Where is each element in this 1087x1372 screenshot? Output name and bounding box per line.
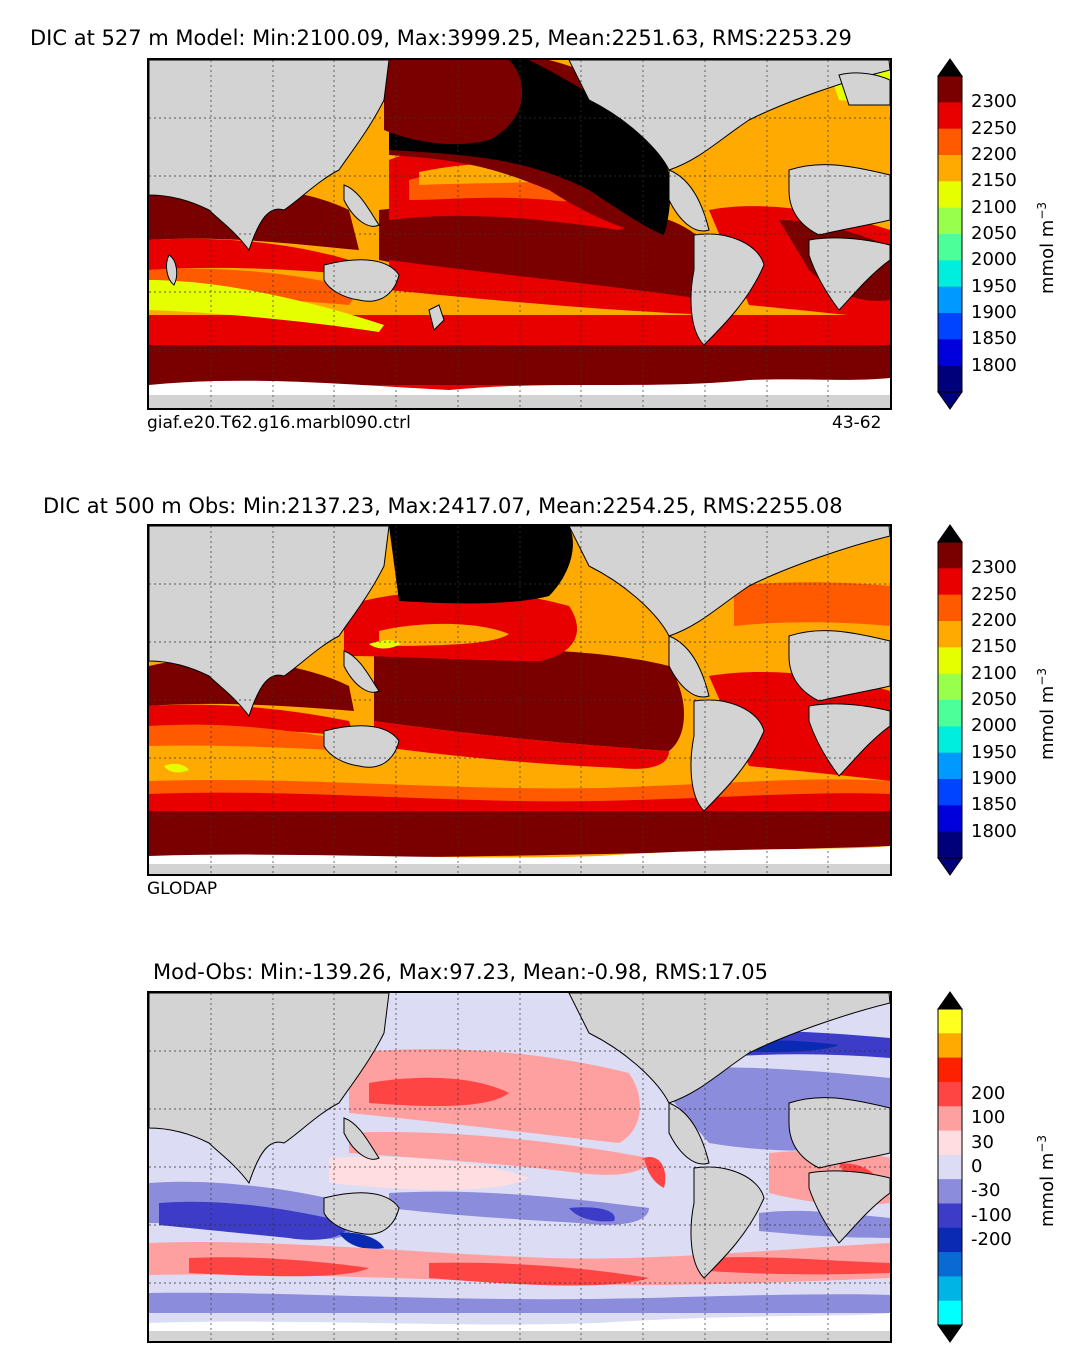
colorbar-segment — [938, 805, 962, 833]
colorbar-tick-label: 2200 — [971, 144, 1017, 165]
colorbar-svg — [937, 991, 963, 1343]
colorbar-tick-label: 1800 — [971, 354, 1017, 376]
colorbar-tick-label: 2250 — [971, 117, 1017, 139]
colorbar-segment — [938, 594, 962, 622]
panel-3-map-canvas — [149, 993, 890, 1341]
panel-1-caption-right: 43-62 — [832, 413, 882, 433]
colorbar-tick-label: 100 — [971, 1107, 1006, 1129]
colorbar-segment — [938, 1057, 962, 1083]
panel-1-map-canvas — [149, 60, 890, 408]
colorbar-segment — [938, 673, 962, 701]
panel-1-caption-left: giaf.e20.T62.g16.marbl090.ctrl — [147, 413, 411, 433]
colorbar-tick-label: 2200 — [971, 610, 1017, 631]
colorbar-segment — [938, 1179, 962, 1204]
colorbar-segment — [938, 831, 962, 859]
panel-2-caption-left: GLODAP — [147, 879, 218, 899]
colorbar-segment — [938, 1009, 962, 1034]
colorbar-segment — [938, 260, 962, 288]
colorbar-tick-label: 2100 — [971, 662, 1017, 684]
colorbar-tick-label: 2150 — [971, 636, 1017, 658]
colorbar-segment — [938, 155, 962, 182]
colorbar-tick-label: 1900 — [971, 302, 1017, 323]
colorbar-segment — [938, 234, 962, 261]
colorbar-tick-label: 0 — [971, 1156, 983, 1177]
colorbar-unit-label: mmol m−3 — [1035, 201, 1058, 294]
colorbar-segment — [938, 700, 962, 727]
colorbar-tick-label: 1950 — [971, 741, 1017, 763]
colorbar-segment — [938, 1227, 962, 1253]
colorbar-tick-label: 1800 — [971, 820, 1017, 842]
colorbar-segment — [938, 1276, 962, 1302]
colorbar-tick-label: 2300 — [971, 557, 1017, 579]
colorbar-segment — [938, 779, 962, 806]
colorbar-under-arrow — [937, 391, 963, 410]
colorbar-tick-label: -200 — [971, 1228, 1012, 1250]
panel-2-map — [147, 524, 892, 876]
colorbar-frame — [937, 1008, 963, 1326]
colorbar-tick-label: 1850 — [971, 328, 1017, 350]
colorbar-under-arrow — [937, 1324, 963, 1343]
colorbar-segment — [938, 365, 962, 393]
panel-1-colorbar: 2300 2250 2200 2150 2100 2050 2000 1950 1900 1850… — [935, 58, 1085, 410]
colorbar-tick-label: 1950 — [971, 275, 1017, 297]
panel-1-map — [147, 58, 892, 410]
colorbar-over-arrow — [937, 58, 963, 77]
colorbar-tick-label: 2000 — [971, 249, 1017, 271]
panel-3-map — [147, 991, 892, 1343]
colorbar-segment — [938, 568, 962, 596]
colorbar-tick-label: 200 — [971, 1083, 1006, 1105]
colorbar-segment — [938, 1203, 962, 1229]
colorbar-segment — [938, 76, 962, 103]
colorbar-segment — [938, 207, 962, 235]
colorbar-segment — [938, 542, 962, 569]
colorbar-unit-label: mmol m−3 — [1035, 667, 1058, 760]
colorbar-tick-label: 2150 — [971, 170, 1017, 192]
colorbar-segment — [938, 286, 962, 314]
colorbar-svg — [937, 524, 963, 876]
colorbar-segment — [938, 1154, 962, 1180]
colorbar-segment — [938, 128, 962, 156]
colorbar-segment — [938, 1300, 962, 1326]
colorbar-tick-label: -100 — [971, 1204, 1012, 1226]
colorbar-tick-label: 2300 — [971, 91, 1017, 113]
colorbar-segment — [938, 1033, 962, 1059]
colorbar-segment — [938, 752, 962, 780]
colorbar-segment — [938, 339, 962, 367]
colorbar-segment — [938, 621, 962, 648]
panel-2-map-canvas — [149, 526, 890, 874]
panel-2-colorbar: 2300 2250 2200 2150 2100 2050 2000 1950 1900 1850… — [935, 524, 1085, 876]
colorbar-over-arrow — [937, 991, 963, 1010]
colorbar-segment — [938, 313, 962, 340]
colorbar-segment — [938, 1130, 962, 1156]
panel-3-title: Mod-Obs: Min:-139.26, Max:97.23, Mean:-0… — [153, 960, 768, 984]
colorbar-under-arrow — [937, 857, 963, 876]
colorbar-tick-label: 2050 — [971, 223, 1017, 244]
colorbar-frame — [937, 75, 963, 393]
colorbar-tick-label: 1850 — [971, 794, 1017, 816]
colorbar-frame — [937, 541, 963, 859]
colorbar-segment — [938, 1252, 962, 1277]
colorbar-segment — [938, 1081, 962, 1107]
panel-3-colorbar: 200 100 30 0 -30 -100 -200 mmol m−3 — [935, 991, 1085, 1343]
colorbar-segment — [938, 647, 962, 675]
colorbar-over-arrow — [937, 524, 963, 543]
panel-1-title: DIC at 527 m Model: Min:2100.09, Max:399… — [30, 26, 852, 50]
colorbar-segment — [938, 726, 962, 754]
colorbar-unit-label: mmol m−3 — [1035, 1134, 1058, 1227]
colorbar-tick-label: 2100 — [971, 196, 1017, 218]
panel-2-title: DIC at 500 m Obs: Min:2137.23, Max:2417.… — [43, 494, 843, 518]
colorbar-tick-label: 2000 — [971, 715, 1017, 737]
colorbar-tick-label: 2050 — [971, 689, 1017, 710]
colorbar-tick-label: 30 — [971, 1131, 994, 1153]
colorbar-tick-label: -30 — [971, 1180, 1001, 1202]
colorbar-segment — [938, 1106, 962, 1132]
colorbar-segment — [938, 181, 962, 209]
colorbar-svg — [937, 58, 963, 410]
colorbar-tick-label: 2250 — [971, 583, 1017, 605]
colorbar-segment — [938, 102, 962, 130]
colorbar-tick-label: 1900 — [971, 768, 1017, 789]
